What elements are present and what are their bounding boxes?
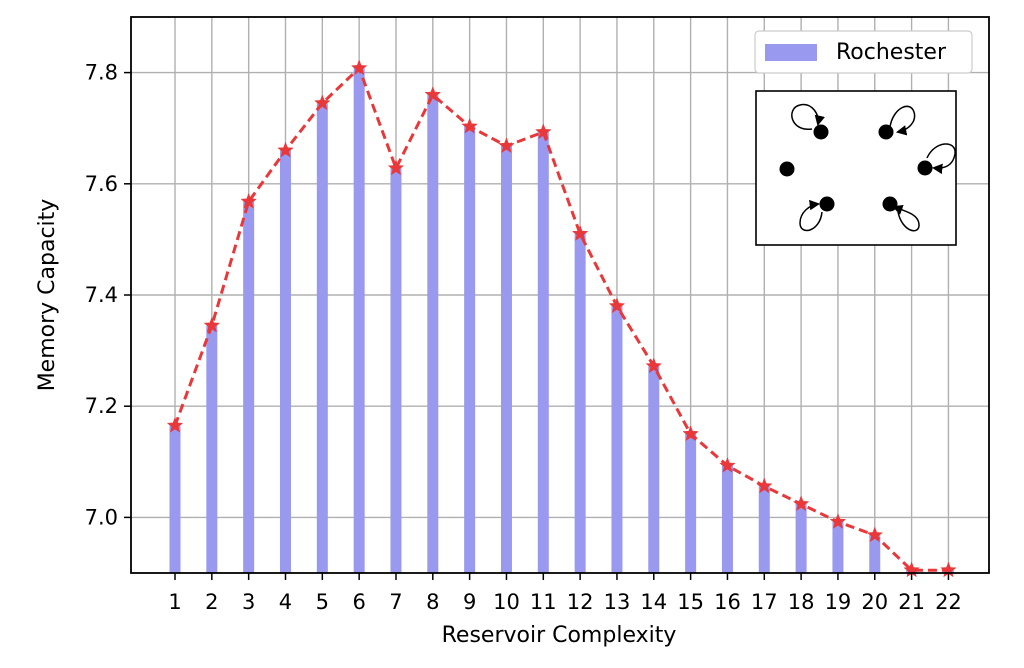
y-tick-label: 7.8 (85, 61, 118, 85)
bar-20 (869, 535, 881, 573)
point-star-1 (166, 416, 184, 433)
x-tick-label: 6 (352, 590, 365, 614)
point-star-11 (535, 123, 552, 140)
x-tick-label: 9 (463, 590, 476, 614)
inset-node-3 (917, 143, 956, 176)
point-star-5 (314, 94, 331, 111)
legend-frame (754, 30, 973, 74)
inset-node-1 (791, 103, 829, 140)
bar-4 (279, 150, 291, 573)
bar-11 (537, 132, 549, 574)
point-star-6 (350, 59, 368, 76)
inset-node-6 (882, 196, 920, 232)
x-tick-label: 22 (935, 590, 962, 614)
x-tick-label: 2 (205, 590, 218, 614)
x-tick-label: 5 (316, 590, 329, 614)
bar-12 (574, 233, 586, 573)
point-star-3 (240, 192, 257, 209)
y-axis-label: Memory Capacity (35, 199, 60, 392)
bar-16 (721, 465, 733, 573)
x-axis-label: Reservoir Complexity (442, 623, 677, 648)
x-tick-label: 8 (426, 590, 439, 614)
bar-10 (500, 145, 512, 573)
bar-14 (648, 366, 660, 573)
bar-19 (832, 521, 844, 573)
legend-label-rochester: Rochester (836, 40, 947, 65)
x-tick-label: 20 (861, 590, 888, 614)
bar-7 (390, 168, 402, 573)
legend-swatch (765, 44, 817, 61)
point-star-18 (792, 495, 810, 512)
bar-3 (243, 201, 255, 574)
bar-15 (685, 434, 697, 573)
x-tick-label: 7 (389, 590, 402, 614)
point-star-14 (645, 357, 663, 374)
x-tick-label: 21 (898, 590, 925, 614)
point-star-10 (498, 137, 515, 154)
y-tick-label: 7.2 (85, 394, 118, 418)
y-tick-label: 7.6 (85, 172, 118, 196)
x-tick-label: 19 (825, 590, 852, 614)
point-star-15 (682, 425, 699, 442)
series-line (173, 65, 949, 572)
inset-network-diagram (755, 90, 957, 246)
x-tick-label: 10 (493, 590, 520, 614)
point-star-17 (756, 477, 773, 494)
bar-17 (758, 486, 770, 573)
y-tick-label: 7.4 (85, 283, 118, 307)
point-star-20 (866, 526, 884, 543)
point-star-16 (719, 456, 736, 473)
y-tick-label: 7.0 (85, 505, 118, 529)
inset-node-4 (779, 161, 795, 177)
x-tick-label: 17 (751, 590, 778, 614)
bar-18 (795, 504, 807, 573)
bar-8 (427, 94, 439, 573)
x-tick-label: 4 (279, 590, 292, 614)
x-tick-label: 11 (530, 590, 557, 614)
point-star-19 (829, 513, 847, 529)
point-star-9 (461, 117, 478, 134)
x-tick-label: 12 (567, 590, 594, 614)
inset-node-5 (799, 196, 835, 232)
x-tick-label: 16 (714, 590, 741, 614)
point-star-7 (387, 159, 405, 176)
bar-1 (169, 425, 181, 573)
point-star-4 (277, 141, 294, 158)
x-tick-label: 13 (604, 590, 631, 614)
x-tick-label: 3 (242, 590, 255, 614)
bar-2 (206, 325, 218, 573)
ticks-layer: 1 2 3 4 5 6 7 8 9 10 11 12 13 14 15 16 17 18 19 20 21 227.07.… (85, 61, 962, 614)
point-star-13 (608, 297, 626, 314)
bar-6 (353, 68, 365, 573)
bar-9 (464, 126, 476, 574)
inset-node-2 (878, 105, 916, 140)
x-tick-label: 15 (677, 590, 704, 614)
line-layer (166, 59, 957, 578)
legend: Rochester (754, 30, 973, 74)
point-star-12 (571, 225, 589, 241)
x-tick-label: 18 (788, 590, 815, 614)
x-tick-label: 14 (640, 590, 667, 614)
bars-layer (169, 68, 954, 574)
x-tick-label: 1 (168, 590, 181, 614)
point-star-2 (203, 316, 221, 333)
point-star-8 (424, 86, 442, 102)
bar-13 (611, 306, 623, 573)
bar-5 (316, 103, 328, 574)
